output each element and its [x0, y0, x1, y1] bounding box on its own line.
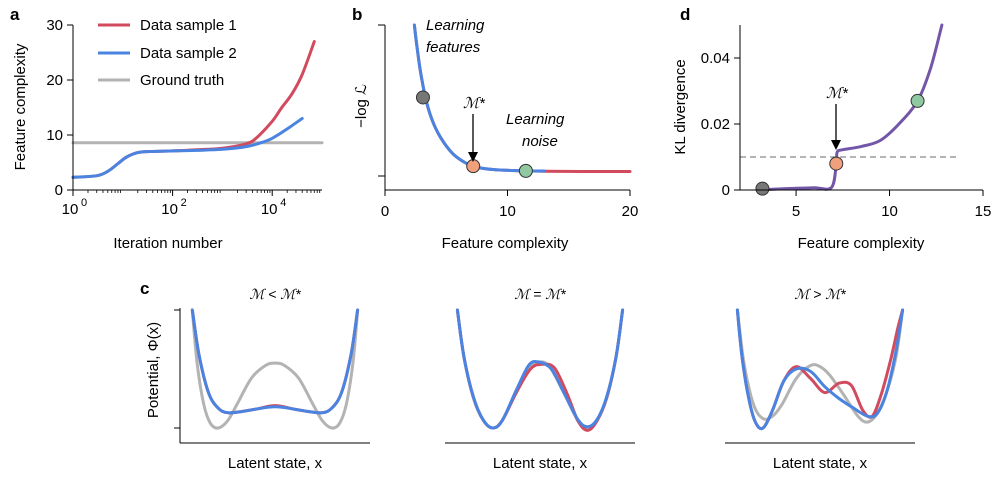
- panel-d: d 5 10 15 0 0.02 0.04 Feature complexity KL d…: [672, 5, 991, 252]
- annotation-learning-noise-line2: noise: [522, 133, 558, 150]
- legend-label-sample-1: Data sample 1: [140, 17, 237, 34]
- y-tick-label: 10: [46, 127, 63, 144]
- x-tick-exponent: 4: [280, 197, 286, 209]
- panel-c: c Potential, Φ(x) ℳ < ℳ* Latent state, x…: [140, 279, 915, 472]
- panel-c-title-2: ℳ = ℳ*: [514, 286, 566, 302]
- panel-c-curves-1: [190, 308, 360, 430]
- annotation-m-star-b: ℳ*: [463, 95, 486, 112]
- marker-point: [415, 90, 430, 105]
- x-tick-exponent: 0: [81, 197, 87, 209]
- y-tick-label: 0: [722, 182, 730, 199]
- panel-c-subplot-3: ℳ > ℳ* Latent state, x: [725, 286, 915, 472]
- panel-c-title-1: ℳ < ℳ*: [249, 286, 301, 302]
- potential-curve-data-sample-2: [735, 308, 905, 431]
- panel-c-title-3: ℳ > ℳ*: [794, 286, 846, 302]
- potential-curve-data-sample-2: [190, 308, 360, 415]
- panel-letter-c: c: [140, 279, 149, 298]
- panel-a-plot: [71, 40, 324, 179]
- potential-curve-data-sample-1: [455, 308, 625, 432]
- panel-d-ticks: 5 10 15 0 0.02 0.04: [701, 50, 992, 220]
- y-tick-label: 0.02: [701, 116, 730, 133]
- marker-point: [466, 159, 481, 174]
- annotation-learning-noise-line1: Learning: [506, 111, 565, 128]
- arrowhead-m-star-d: [831, 140, 841, 150]
- panel-b-plot: [412, 23, 632, 178]
- panel-c-curves-3: [735, 308, 905, 431]
- x-tick-label: 10: [261, 201, 278, 218]
- panel-c-subplot-2: ℳ = ℳ* Latent state, x: [445, 286, 635, 472]
- marker-point: [910, 93, 925, 108]
- y-tick-label: 20: [46, 72, 63, 89]
- series-line-data-sample-2: [412, 23, 546, 173]
- marker-point: [755, 181, 770, 196]
- panel-a-legend: Data sample 1 Data sample 2 Ground truth: [98, 17, 237, 89]
- panel-d-xlabel: Feature complexity: [798, 235, 925, 252]
- legend-label-sample-2: Data sample 2: [140, 45, 237, 62]
- y-tick-label: 30: [46, 17, 63, 34]
- potential-curve-ground-truth: [190, 308, 360, 430]
- x-tick-label: 20: [622, 203, 639, 220]
- series-line-kl-divergence: [757, 23, 944, 192]
- series-line-data-sample-2: [71, 117, 304, 179]
- x-tick-label: 5: [792, 203, 800, 220]
- panel-letter-b: b: [352, 5, 362, 24]
- x-tick-label: 15: [975, 203, 992, 220]
- x-tick-exponent: 2: [181, 197, 187, 209]
- panel-a-xlabel: Iteration number: [113, 235, 222, 252]
- x-tick-label: 10: [499, 203, 516, 220]
- panel-c-xlabel-3: Latent state, x: [773, 455, 868, 472]
- panel-b: b 0 10 20 Feature complexity −log ℒ Learni…: [352, 5, 638, 252]
- marker-point: [829, 156, 844, 171]
- legend-label-ground-truth: Ground truth: [140, 72, 224, 89]
- panel-d-plot: [755, 23, 944, 196]
- panel-letter-d: d: [680, 5, 690, 24]
- arrowhead-m-star-b: [468, 152, 478, 162]
- panel-letter-a: a: [10, 5, 20, 24]
- panel-a-ylabel: Feature complexity: [12, 43, 29, 170]
- y-tick-label: 0.04: [701, 50, 730, 67]
- annotation-learning-features-line1: Learning: [426, 17, 485, 34]
- panel-c-xlabel-1: Latent state, x: [228, 455, 323, 472]
- x-tick-label: 10: [881, 203, 898, 220]
- panel-b-ylabel: −log ℒ: [353, 84, 370, 128]
- panel-b-ticks: 0 10 20: [381, 190, 639, 220]
- potential-curve-data-sample-1: [190, 308, 360, 415]
- potential-curve-ground-truth: [455, 308, 625, 430]
- x-tick-label: 10: [161, 201, 178, 218]
- panel-c-xlabel-2: Latent state, x: [493, 455, 588, 472]
- x-tick-label: 0: [381, 203, 389, 220]
- panel-c-subplot-1: ℳ < ℳ* Latent state, x: [174, 286, 370, 472]
- panel-c-ylabel: Potential, Φ(x): [145, 322, 162, 418]
- panel-b-xlabel: Feature complexity: [442, 235, 569, 252]
- marker-point: [518, 163, 533, 178]
- panel-c-curves-2: [455, 308, 625, 432]
- potential-curve-data-sample-2: [455, 308, 625, 430]
- panel-d-ylabel: KL divergence: [672, 59, 689, 154]
- annotation-learning-features-line2: features: [426, 39, 481, 56]
- x-tick-label: 10: [62, 201, 79, 218]
- annotation-m-star-d: ℳ*: [826, 85, 849, 102]
- y-tick-label: 0: [55, 182, 63, 199]
